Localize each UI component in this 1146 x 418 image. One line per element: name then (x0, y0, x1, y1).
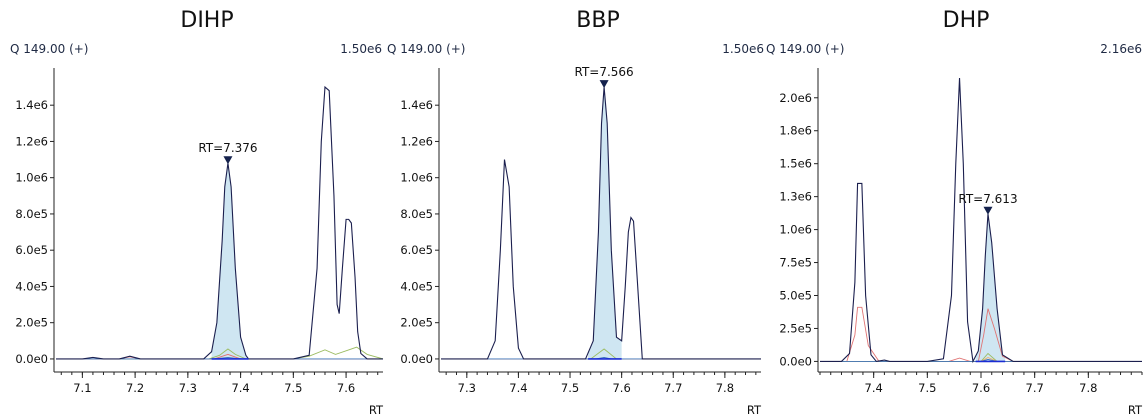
x-tick-label: 7.5 (561, 381, 579, 395)
plot-area: 0.0e0 2.5e5 5.0e5 7.5e5 1.0e6 1.3e6 1.5e6 1.8e6… (779, 68, 1143, 395)
y-tick-label: 1.8e6 (779, 124, 812, 138)
x-tick-label: 7.4 (509, 381, 527, 395)
y-tick-label: 1.4e6 (400, 98, 433, 112)
y-tick-label: 2.0e5 (15, 316, 48, 330)
x-tick-label: 7.5 (284, 381, 302, 395)
retention-time-label: RT=7.376 (198, 141, 257, 155)
y-tick-label: 1.0e6 (779, 223, 812, 237)
retention-time-label: RT=7.613 (958, 192, 1017, 206)
x-tick-label: 7.5 (918, 381, 936, 395)
y-tick-label: 2.0e6 (779, 91, 812, 105)
x-tick-label: 7.1 (73, 381, 91, 395)
apex-marker (223, 156, 233, 165)
series-line (820, 77, 1142, 364)
chart-panel-3: DHP Q 149.00 (+) 2.16e6 RT 0.0e0 2.5e5 5.0… (766, 8, 1143, 417)
x-tick-label: 7.8 (716, 381, 734, 395)
y-tick-label: 1.4e6 (15, 98, 48, 112)
x-tick-label: 7.7 (664, 381, 682, 395)
x-tick-label: 7.8 (1079, 381, 1097, 395)
peak-area-fill (975, 213, 1006, 362)
plot-area: 0.0e0 2.0e5 4.0e5 6.0e5 8.0e5 1.0e6 1.2e6 1.4e6… (400, 65, 761, 395)
apex-marker (983, 206, 993, 215)
y-tick-label: 2.5e5 (779, 321, 812, 335)
max-intensity-label: 1.50e6 (722, 42, 764, 56)
trace-label: Q 149.00 (+) (766, 42, 844, 56)
y-tick-label: 4.0e5 (15, 279, 48, 293)
x-tick-label: 7.2 (126, 381, 144, 395)
y-tick-label: 0.0e0 (400, 352, 433, 366)
y-tick-label: 4.0e5 (400, 279, 433, 293)
x-tick-label: 7.3 (179, 381, 197, 395)
peak-area-fill (211, 163, 249, 359)
chart-title: DIHP (180, 8, 233, 33)
x-axis-label: RT (1128, 403, 1143, 417)
x-tick-label: 7.4 (231, 381, 249, 395)
max-intensity-label: 1.50e6 (340, 42, 382, 56)
y-tick-label: 1.2e6 (15, 134, 48, 148)
y-tick-label: 2.0e5 (400, 316, 433, 330)
plot-area: 0.0e0 2.0e5 4.0e5 6.0e5 8.0e5 1.0e6 1.2e6 1.4e6… (15, 68, 384, 395)
y-tick-label: 8.0e5 (400, 207, 433, 221)
series-line (441, 87, 761, 360)
y-tick-label: 1.5e6 (779, 157, 812, 171)
apex-marker (599, 80, 609, 89)
chart-title: BBP (576, 8, 619, 33)
series-line (56, 85, 383, 360)
x-axis-label: RT (747, 403, 762, 417)
chart-panel-1: DIHP Q 149.00 (+) 1.50e6 RT 0.0e0 2.0e5 4.… (10, 8, 384, 417)
chart-title: DHP (943, 8, 990, 33)
y-tick-label: 1.2e6 (400, 134, 433, 148)
x-tick-label: 7.7 (1026, 381, 1044, 395)
max-intensity-label: 2.16e6 (1100, 42, 1142, 56)
chart-panel-2: BBP Q 149.00 (+) 1.50e6 RT 0.0e0 2.0e5 4.0… (387, 8, 764, 417)
y-tick-label: 6.0e5 (400, 243, 433, 257)
x-tick-label: 7.6 (972, 381, 990, 395)
y-tick-label: 6.0e5 (15, 243, 48, 257)
y-tick-label: 1.0e6 (15, 171, 48, 185)
x-tick-label: 7.6 (612, 381, 630, 395)
series-line (820, 306, 1142, 362)
y-tick-label: 7.5e5 (779, 256, 812, 270)
y-tick-label: 8.0e5 (15, 207, 48, 221)
peak-area-fill (588, 87, 622, 359)
y-tick-label: 0.0e0 (779, 354, 812, 368)
trace-label: Q 149.00 (+) (387, 42, 465, 56)
retention-time-label: RT=7.566 (574, 65, 633, 79)
y-tick-label: 1.3e6 (779, 190, 812, 204)
y-tick-label: 5.0e5 (779, 289, 812, 303)
x-tick-label: 7.3 (458, 381, 476, 395)
x-axis-label: RT (369, 403, 384, 417)
y-tick-label: 1.0e6 (400, 171, 433, 185)
y-tick-label: 0.0e0 (15, 352, 48, 366)
trace-label: Q 149.00 (+) (10, 42, 88, 56)
x-tick-label: 7.4 (865, 381, 883, 395)
x-tick-label: 7.6 (337, 381, 355, 395)
